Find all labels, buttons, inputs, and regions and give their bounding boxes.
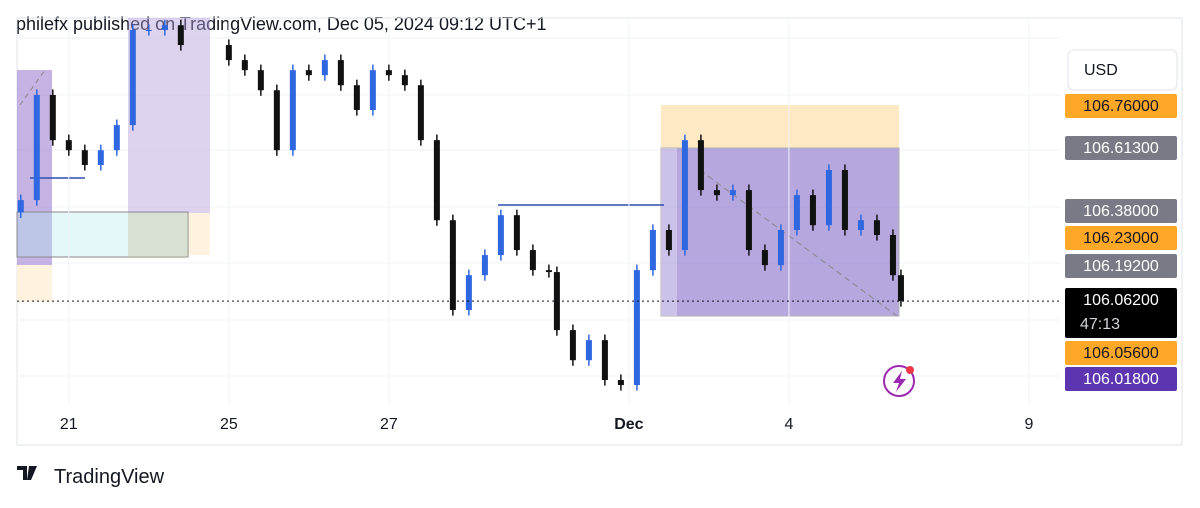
zone xyxy=(661,105,899,148)
trend-line xyxy=(19,69,46,106)
candle-body xyxy=(449,220,456,311)
candle-body xyxy=(97,150,104,165)
price-badge xyxy=(1065,367,1177,391)
price-badge-label: 106.01800 xyxy=(1083,371,1159,388)
x-tick-label: 4 xyxy=(784,416,793,433)
candle-body xyxy=(601,340,608,381)
candle-body xyxy=(177,25,184,46)
candle-body xyxy=(681,140,688,251)
candle-body xyxy=(385,70,392,76)
candle-body xyxy=(129,29,136,126)
candle-body xyxy=(433,140,440,221)
candle-body xyxy=(145,29,152,31)
price-badge-label: 106.61300 xyxy=(1083,140,1159,157)
candle-body xyxy=(113,125,120,151)
candle-body xyxy=(697,140,704,191)
candle-body xyxy=(481,255,488,276)
candle-body xyxy=(337,60,344,86)
x-tick-label: 25 xyxy=(220,416,238,433)
price-badge-label: 106.05600 xyxy=(1083,345,1159,362)
candle-body xyxy=(633,270,640,386)
candle-body xyxy=(353,85,360,111)
candle-body xyxy=(649,229,656,271)
candle-body xyxy=(513,215,520,251)
x-tick-label: 27 xyxy=(380,416,398,433)
candle-body xyxy=(401,75,408,86)
drawings: USD TradingView xyxy=(16,17,1183,488)
currency-button[interactable] xyxy=(1067,49,1178,91)
price-badge-label: 106.76000 xyxy=(1083,98,1159,115)
price-badge xyxy=(1065,94,1177,118)
candle-body xyxy=(49,94,56,141)
price-badge-label: 106.23000 xyxy=(1083,230,1159,247)
zone xyxy=(128,18,210,213)
candle-body xyxy=(761,250,768,266)
candle-body xyxy=(857,220,864,230)
candle-body xyxy=(617,380,624,386)
alert-icon-bolt xyxy=(893,371,906,392)
candle-body xyxy=(825,170,832,226)
zone xyxy=(128,213,188,257)
price-badge xyxy=(1065,341,1177,365)
candle-body xyxy=(665,229,672,251)
candle-body xyxy=(369,70,376,111)
candle-body xyxy=(225,45,232,61)
candle-body xyxy=(809,195,816,226)
candle-body xyxy=(777,229,784,266)
candle-body xyxy=(897,275,904,302)
price-badge xyxy=(1065,199,1177,223)
candle-body xyxy=(553,272,560,331)
candle-body xyxy=(729,190,736,196)
candle-body xyxy=(273,90,280,151)
alert-icon[interactable] xyxy=(883,365,915,397)
x-tick-label: 21 xyxy=(60,416,78,433)
footer-brand: TradingView xyxy=(54,466,165,488)
candle-body xyxy=(241,60,248,71)
candle-body xyxy=(161,25,168,30)
price-badge-label: 106.06200 xyxy=(1083,292,1159,309)
candle-body xyxy=(873,220,880,235)
candle-body xyxy=(321,60,328,76)
candle-body xyxy=(257,70,264,91)
brand-logo xyxy=(17,466,37,480)
candle-body xyxy=(305,70,312,76)
candle-body xyxy=(713,190,720,196)
candle-body xyxy=(289,70,296,151)
price-badge-label: 106.38000 xyxy=(1083,203,1159,220)
candle-body xyxy=(497,215,504,256)
candle-body xyxy=(33,94,40,201)
zone xyxy=(16,211,189,258)
countdown: 47:13 xyxy=(1080,316,1120,333)
candle-body xyxy=(465,275,472,311)
x-tick-label: Dec xyxy=(614,416,643,433)
candle-body xyxy=(17,200,24,213)
candle-body xyxy=(545,270,552,273)
candle-body xyxy=(793,195,800,230)
alert-dot xyxy=(906,366,914,374)
candle-body xyxy=(569,330,576,361)
candle-body xyxy=(417,85,424,141)
currency-label: USD xyxy=(1084,62,1118,79)
candle-body xyxy=(585,340,592,361)
price-badge xyxy=(1065,254,1177,278)
price-badge xyxy=(1065,288,1177,338)
candle-body xyxy=(745,190,752,251)
x-tick-label: 9 xyxy=(1025,416,1034,433)
candle-body xyxy=(529,250,536,271)
price-badge xyxy=(1065,226,1177,250)
candle-body xyxy=(65,140,72,151)
zone xyxy=(188,213,210,255)
candle-body xyxy=(889,234,896,276)
price-badge xyxy=(1065,136,1177,160)
zone xyxy=(17,265,52,302)
price-badge-label: 106.19200 xyxy=(1083,258,1159,275)
header-title: philefx published on TradingView.com, De… xyxy=(16,14,547,34)
candle-body xyxy=(841,170,848,230)
candle-body xyxy=(81,150,88,165)
